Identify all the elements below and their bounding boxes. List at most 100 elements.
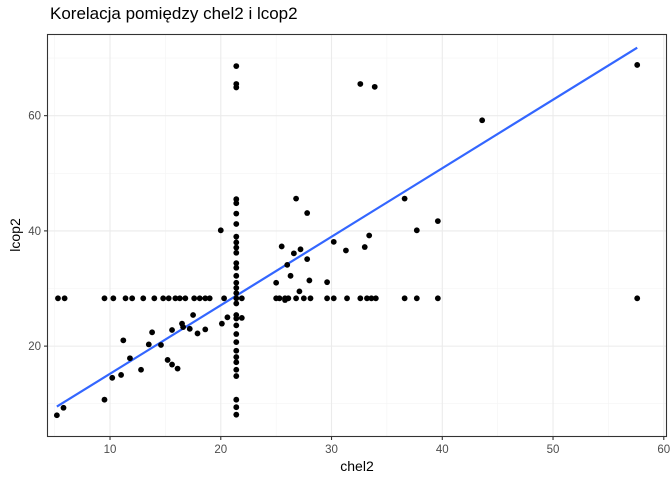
- data-point: [233, 373, 240, 379]
- data-point: [55, 295, 61, 302]
- data-point: [233, 272, 240, 279]
- data-point: [233, 396, 240, 403]
- data-point: [371, 83, 378, 90]
- data-point: [218, 320, 225, 327]
- data-point: [206, 295, 213, 302]
- x-tick-label: 30: [325, 444, 338, 456]
- data-point: [233, 347, 240, 354]
- data-point: [176, 295, 183, 302]
- data-point: [233, 331, 240, 337]
- data-point: [122, 295, 129, 302]
- data-point: [479, 117, 486, 124]
- data-point: [233, 411, 240, 418]
- data-point: [165, 295, 172, 302]
- data-point: [434, 295, 441, 302]
- data-point: [190, 312, 196, 318]
- data-point: [191, 295, 198, 302]
- data-point: [233, 244, 240, 251]
- data-point: [233, 196, 240, 203]
- data-point: [324, 279, 330, 286]
- data-point: [233, 210, 240, 217]
- data-point: [306, 277, 313, 284]
- data-point: [221, 295, 227, 302]
- data-point: [169, 361, 175, 368]
- data-point: [151, 295, 158, 302]
- data-point: [109, 374, 116, 381]
- data-point: [634, 295, 641, 302]
- data-point: [118, 372, 124, 378]
- panel-border: [46, 33, 668, 438]
- data-point: [233, 315, 240, 322]
- data-point: [61, 295, 68, 302]
- data-point: [233, 239, 240, 246]
- data-point: [324, 295, 330, 302]
- data-point: [401, 195, 408, 202]
- x-tick-label: 10: [104, 444, 117, 456]
- data-point: [233, 285, 240, 291]
- data-point: [434, 218, 441, 224]
- data-point: [300, 295, 307, 302]
- data-point: [186, 325, 193, 332]
- major-gridlines: [48, 35, 666, 436]
- regression-line: [56, 46, 638, 408]
- data-point: [101, 396, 108, 403]
- data-point: [357, 81, 364, 87]
- data-point: [160, 295, 167, 302]
- minor-gridlines: [48, 35, 666, 436]
- data-point: [368, 295, 375, 302]
- y-tick-label: 20: [28, 341, 41, 353]
- data-point: [366, 232, 373, 239]
- data-point: [101, 295, 108, 302]
- x-tick-label: 20: [214, 444, 227, 456]
- data-point: [307, 295, 314, 302]
- data-point: [330, 295, 337, 302]
- data-point: [233, 354, 240, 360]
- data-point: [297, 246, 304, 253]
- data-point: [276, 295, 283, 302]
- data-point: [233, 300, 240, 307]
- data-point: [238, 314, 245, 321]
- data-point: [343, 247, 349, 254]
- data-point: [287, 272, 294, 279]
- y-tick-label: 60: [28, 111, 41, 123]
- data-point: [172, 295, 179, 302]
- data-point: [233, 233, 240, 240]
- data-point: [372, 295, 379, 302]
- data-point: [120, 337, 127, 344]
- data-point: [278, 243, 285, 250]
- data-point: [233, 359, 240, 366]
- data-point: [293, 195, 299, 202]
- data-point: [233, 290, 240, 297]
- data-point: [296, 288, 303, 295]
- data-point: [233, 260, 240, 267]
- data-point: [217, 227, 224, 234]
- data-point: [413, 227, 420, 234]
- data-point: [169, 327, 175, 333]
- data-point: [233, 221, 240, 227]
- data-point: [233, 322, 240, 329]
- data-point: [293, 295, 299, 302]
- data-point: [290, 250, 297, 257]
- data-point: [634, 62, 641, 68]
- data-point: [273, 279, 280, 286]
- data-point: [224, 314, 231, 321]
- x-tick-label: 60: [657, 444, 670, 456]
- data-point: [202, 326, 209, 333]
- data-point: [182, 295, 189, 302]
- data-point: [138, 366, 144, 373]
- data-point: [174, 365, 181, 372]
- data-point: [401, 295, 408, 302]
- data-point: [364, 295, 370, 302]
- data-point: [233, 249, 240, 256]
- data-point: [233, 200, 240, 207]
- data-point: [304, 256, 311, 263]
- data-point: [53, 412, 60, 419]
- data-point: [196, 295, 203, 302]
- x-tick-label: 50: [547, 444, 560, 456]
- data-point: [233, 366, 240, 373]
- x-tick-label: 40: [436, 444, 449, 456]
- data-point: [149, 329, 156, 336]
- data-point: [202, 295, 209, 302]
- data-point: [413, 295, 420, 302]
